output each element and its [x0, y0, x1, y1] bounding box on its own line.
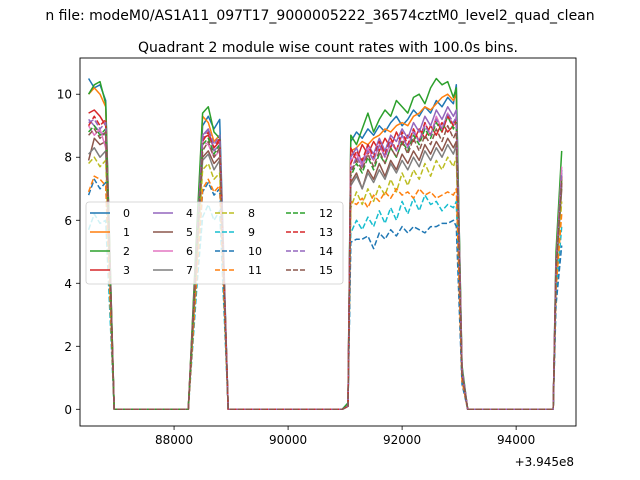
legend-label-4: 4 — [186, 207, 193, 220]
x-tick-label: 92000 — [383, 433, 421, 447]
legend-label-13: 13 — [319, 226, 333, 239]
legend-label-1: 1 — [123, 226, 130, 239]
legend-label-10: 10 — [248, 245, 262, 258]
legend-label-8: 8 — [248, 207, 255, 220]
legend-label-6: 6 — [186, 245, 193, 258]
legend-label-9: 9 — [248, 226, 255, 239]
y-tick-label: 2 — [64, 340, 72, 354]
y-tick-label: 0 — [64, 403, 72, 417]
y-tick-label: 4 — [64, 277, 72, 291]
legend-label-2: 2 — [123, 245, 130, 258]
series-line-2 — [87, 77, 563, 411]
legend-label-0: 0 — [123, 207, 130, 220]
y-tick-label: 10 — [57, 88, 72, 102]
x-axis-offset-label: +3.945e8 — [515, 455, 574, 469]
x-tick-label: 90000 — [269, 433, 307, 447]
legend-label-14: 14 — [319, 245, 333, 258]
chart-title: Quadrant 2 module wise count rates with … — [138, 40, 518, 56]
legend-label-15: 15 — [319, 264, 333, 277]
legend-label-3: 3 — [123, 264, 130, 277]
legend-label-7: 7 — [186, 264, 193, 277]
y-tick-label: 6 — [64, 214, 72, 228]
legend-label-12: 12 — [319, 207, 333, 220]
legend-label-11: 11 — [248, 264, 262, 277]
legend-box — [85, 201, 344, 285]
x-axis: 88000 90000 92000 94000 — [155, 426, 535, 447]
chart-suptitle: n file: modeM0/AS1A11_097T17_9000005222_… — [45, 8, 594, 24]
x-tick-label: 94000 — [497, 433, 535, 447]
y-tick-label: 8 — [64, 151, 72, 165]
plot-frame — [79, 57, 577, 427]
legend-label-5: 5 — [186, 226, 193, 239]
series-line-8 — [88, 156, 563, 411]
y-axis: 0 2 4 6 8 10 — [57, 88, 80, 417]
x-tick-label: 88000 — [155, 433, 193, 447]
